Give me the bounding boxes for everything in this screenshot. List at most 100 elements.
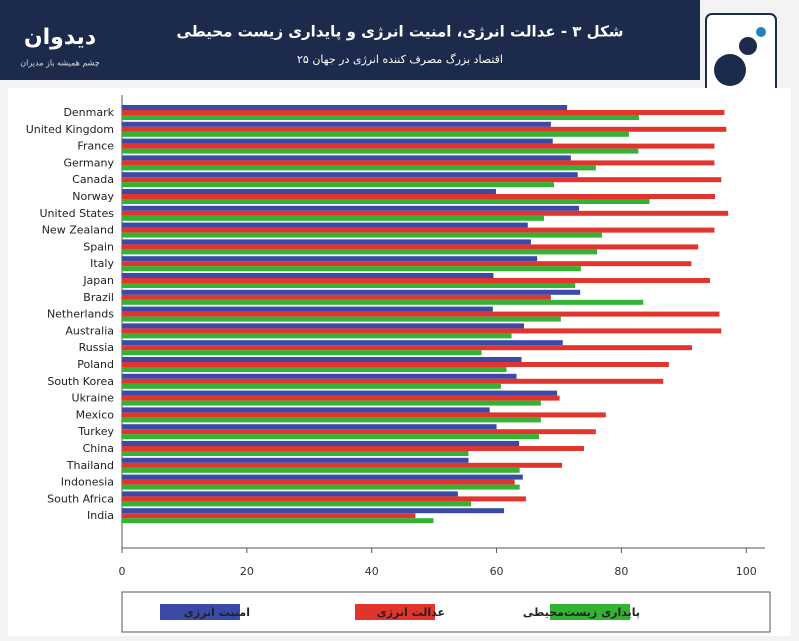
bar	[122, 479, 515, 485]
y-tick-label: France	[77, 140, 114, 153]
bar	[122, 316, 561, 322]
x-tick-label: 0	[119, 565, 126, 578]
bar	[122, 491, 458, 497]
legend-swatch	[550, 604, 630, 620]
bar	[122, 367, 507, 372]
y-tick-label: Italy	[90, 257, 114, 270]
legend-label: امنیت انرژی	[184, 606, 250, 619]
bar	[122, 434, 540, 440]
bar	[122, 215, 545, 221]
y-tick-label: Australia	[65, 324, 114, 337]
bar	[122, 333, 512, 339]
y-tick-label: South Africa	[47, 492, 114, 505]
bar	[122, 383, 501, 389]
bar	[122, 417, 541, 423]
y-tick-label: Russia	[79, 341, 114, 354]
bar	[122, 345, 692, 351]
bar	[122, 501, 471, 507]
bar	[122, 278, 711, 283]
y-tick-label: Brazil	[83, 291, 114, 304]
y-tick-label: Thailand	[66, 459, 114, 472]
bar	[122, 484, 520, 490]
x-tick-label: 20	[240, 565, 254, 578]
subtitle: ۲۵ اقتصاد بزرگ مصرف کننده انرژی در جهان	[297, 53, 503, 66]
x-tick-label: 40	[365, 565, 379, 578]
bar	[122, 350, 482, 356]
bar	[122, 177, 722, 183]
legend-swatch	[355, 604, 435, 620]
bar	[122, 467, 520, 473]
bar	[122, 143, 715, 149]
bar	[122, 513, 416, 519]
bar	[122, 239, 531, 245]
bar	[122, 362, 669, 367]
bar	[122, 249, 598, 255]
bar	[122, 395, 560, 401]
y-tick-label: Spain	[83, 240, 114, 253]
y-tick-label: South Korea	[47, 375, 114, 388]
bar	[122, 222, 528, 228]
bar	[122, 165, 596, 171]
bar	[122, 518, 434, 524]
bar	[122, 232, 603, 238]
y-tick-label: India	[87, 509, 114, 522]
bar	[122, 294, 551, 300]
bar	[122, 227, 715, 233]
x-tick-label: 60	[490, 565, 504, 578]
y-tick-label: China	[83, 442, 114, 455]
bar	[122, 138, 553, 144]
bar	[122, 189, 496, 194]
bar	[122, 474, 523, 480]
y-tick-label: Poland	[77, 358, 114, 371]
bar	[122, 390, 558, 396]
y-tick-label: United Kingdom	[26, 123, 114, 136]
y-tick-label: United States	[40, 207, 115, 220]
bar	[122, 194, 716, 199]
bar	[122, 172, 578, 178]
legend-label: عدالت انرژی	[377, 606, 445, 619]
bar	[122, 424, 497, 430]
bar	[122, 182, 554, 188]
bar	[122, 131, 629, 137]
bar	[122, 407, 490, 413]
bar	[122, 289, 581, 295]
bar	[122, 105, 568, 110]
x-tick-label: 100	[736, 565, 757, 578]
bar	[122, 451, 469, 456]
bar	[122, 306, 493, 312]
bar	[122, 261, 692, 267]
bar	[122, 441, 520, 446]
legend-label: پایداری زیست‌محیطی	[523, 606, 640, 619]
bar	[122, 115, 639, 120]
bar	[122, 496, 526, 502]
bar	[122, 400, 541, 406]
y-tick-label: Indonesia	[61, 476, 114, 489]
bar	[122, 283, 576, 288]
bar	[122, 357, 522, 362]
header-band	[0, 0, 700, 80]
bar	[122, 110, 725, 115]
y-tick-label: Mexico	[76, 408, 115, 421]
bar	[122, 266, 581, 272]
bar	[122, 160, 715, 166]
bar	[122, 199, 650, 204]
tagline: چشم همیشه باز مدیران	[20, 59, 100, 68]
y-tick-label: New Zealand	[42, 224, 114, 237]
bar	[122, 299, 644, 305]
y-tick-label: Norway	[72, 190, 114, 203]
bar	[122, 412, 606, 418]
bar	[122, 311, 720, 317]
logo-box	[705, 13, 777, 99]
bar	[122, 126, 727, 132]
y-tick-label: Ukraine	[72, 392, 115, 405]
bar	[122, 462, 563, 468]
y-tick-label: Turkey	[77, 425, 114, 438]
y-tick-label: Germany	[63, 156, 114, 169]
y-tick-label: Netherlands	[47, 308, 114, 321]
y-tick-label: Denmark	[63, 106, 114, 119]
legend-swatch	[160, 604, 240, 620]
logo-dot	[739, 37, 757, 55]
bar	[122, 244, 699, 250]
